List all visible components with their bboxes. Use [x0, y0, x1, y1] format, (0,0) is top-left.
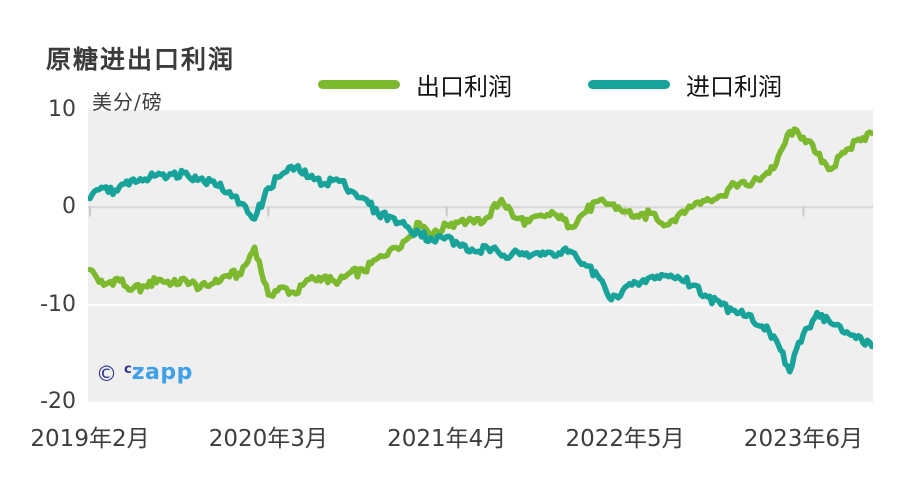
legend-item-import-profit[interactable]: 进口利润 [588, 70, 782, 101]
legend-label-export: 出口利润 [416, 72, 512, 101]
y-axis-unit-label: 美分/磅 [92, 90, 163, 114]
import-line-swatch [588, 79, 670, 89]
x-tick-label-2021: 2021年4月 [387, 426, 507, 452]
export-line-swatch [318, 79, 400, 89]
series-group [88, 126, 873, 375]
x-tick-label-2022: 2022年5月 [565, 426, 685, 452]
y-tick-label-0: 0 [62, 194, 76, 219]
import-profit-line [88, 163, 873, 375]
czapp-logo-c: c [124, 362, 132, 377]
x-tick-label-2023: 2023年6月 [743, 426, 863, 452]
legend-label-import: 进口利润 [686, 72, 782, 101]
czapp-watermark: © c zapp [96, 361, 193, 387]
y-tick-label-minus20: -20 [40, 389, 76, 414]
chart-title: 原糖进出口利润 [46, 45, 236, 74]
x-tick-label-2019: 2019年2月 [30, 426, 150, 452]
czapp-logo-text: zapp [131, 360, 193, 385]
plot-background [88, 110, 873, 402]
legend-item-export-profit[interactable]: 出口利润 [318, 70, 512, 101]
x-tick-label-2020: 2020年3月 [208, 426, 328, 452]
export-profit-line [88, 126, 873, 299]
y-tick-label-minus10: -10 [40, 292, 76, 317]
copyright-icon: © [96, 362, 117, 386]
y-tick-label-10: 10 [48, 97, 76, 122]
